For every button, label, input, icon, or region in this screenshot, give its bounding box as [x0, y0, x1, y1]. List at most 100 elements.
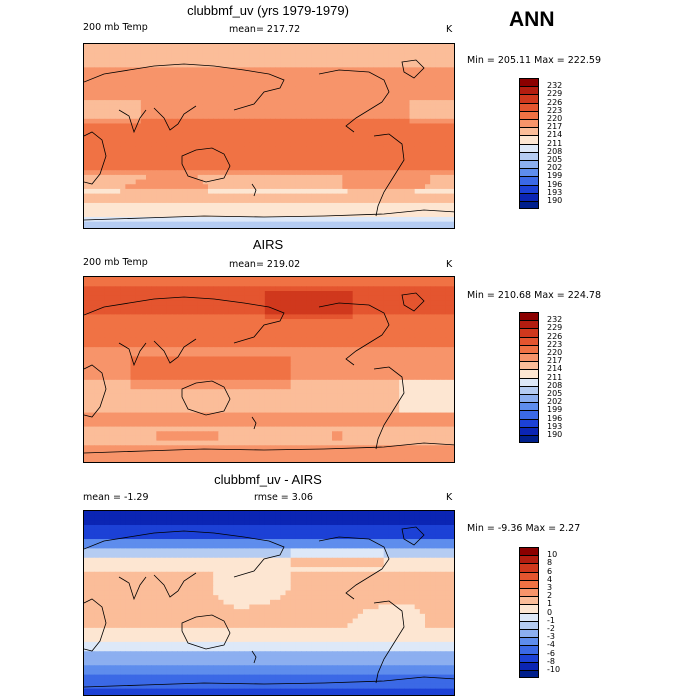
field-cell [414, 76, 421, 82]
field-cell [239, 76, 245, 82]
field-cell [445, 72, 452, 78]
field-cell [89, 193, 95, 199]
field-cell [146, 118, 152, 125]
field-cell [140, 179, 147, 185]
field-cell [135, 193, 142, 199]
field-cell [270, 291, 276, 297]
field-cell [130, 379, 137, 386]
field-cell [182, 216, 188, 223]
field-cell [254, 146, 261, 153]
field-cell [414, 146, 421, 153]
field-cell [425, 286, 431, 292]
field-cell [104, 48, 111, 54]
field-cell [295, 146, 302, 153]
field-cell [202, 160, 209, 167]
field-cell [383, 328, 390, 334]
field-cell [177, 300, 183, 306]
field-cell [378, 361, 385, 367]
field-cell [244, 314, 250, 320]
field-cell [192, 81, 199, 87]
field-cell [89, 53, 95, 59]
field-cell [399, 118, 405, 125]
field-cell [125, 72, 132, 78]
field-cell [394, 95, 400, 101]
field-cell [311, 347, 318, 353]
field-cell [383, 291, 390, 297]
field-cell [89, 309, 95, 315]
field-cell [130, 328, 137, 334]
field-cell [182, 86, 188, 92]
field-cell [104, 403, 111, 409]
field-cell [115, 48, 121, 54]
field-cell [280, 398, 287, 404]
field-cell [295, 309, 302, 315]
field-cell [326, 347, 333, 353]
field-cell [171, 207, 178, 213]
field-cell [213, 309, 219, 315]
field-cell [378, 58, 385, 64]
field-cell [332, 277, 338, 283]
field-cell [125, 44, 132, 50]
field-cell [161, 393, 168, 400]
field-cell [213, 286, 219, 292]
field-cell [311, 291, 318, 297]
field-cell [192, 333, 199, 339]
field-cell [388, 86, 395, 92]
field-cell [264, 375, 271, 381]
field-cell [404, 165, 411, 171]
field-cell [337, 48, 343, 54]
field-cell [233, 281, 240, 287]
field-cell [218, 356, 225, 362]
field-cell [151, 90, 157, 97]
field-cell [425, 165, 431, 171]
field-cell [161, 81, 168, 87]
field-cell [440, 356, 447, 362]
field-cell [378, 156, 385, 162]
field-cell [440, 142, 447, 148]
field-cell [311, 132, 318, 139]
field-cell [233, 333, 240, 339]
field-cell [120, 226, 126, 228]
field-cell [419, 291, 426, 297]
field-cell [295, 48, 302, 54]
field-cell [357, 342, 364, 348]
field-cell [259, 174, 266, 181]
field-cell [151, 128, 157, 134]
field-cell [399, 174, 405, 181]
field-cell [264, 379, 271, 386]
field-cell [285, 76, 292, 82]
field-cell [363, 156, 369, 162]
field-cell [383, 384, 390, 390]
field-cell [357, 81, 364, 87]
field-cell [208, 170, 214, 176]
field-cell [151, 142, 157, 148]
field-cell [218, 174, 225, 181]
field-cell [187, 95, 194, 101]
field-cell [295, 198, 302, 204]
field-cell [394, 361, 400, 367]
field-cell [352, 328, 359, 334]
field-cell [192, 95, 199, 101]
field-cell [419, 156, 426, 162]
field-cell [135, 104, 142, 111]
field-cell [306, 221, 312, 227]
field-cell [146, 351, 152, 358]
field-cell [239, 174, 245, 181]
field-cell [244, 309, 250, 315]
field-cell [182, 44, 188, 50]
field-cell [115, 44, 121, 50]
field-cell [187, 212, 194, 218]
field-cell [435, 179, 442, 185]
field-cell [156, 81, 163, 87]
field-cell [435, 351, 442, 358]
field-cell [290, 202, 297, 209]
field-cell [311, 286, 318, 292]
field-cell [161, 342, 168, 348]
field-cell [223, 165, 230, 171]
field-cell [311, 295, 318, 301]
field-cell [270, 333, 276, 339]
field-cell [182, 62, 188, 68]
field-cell [311, 67, 318, 73]
field-cell [363, 365, 369, 372]
field-cell [223, 114, 230, 120]
